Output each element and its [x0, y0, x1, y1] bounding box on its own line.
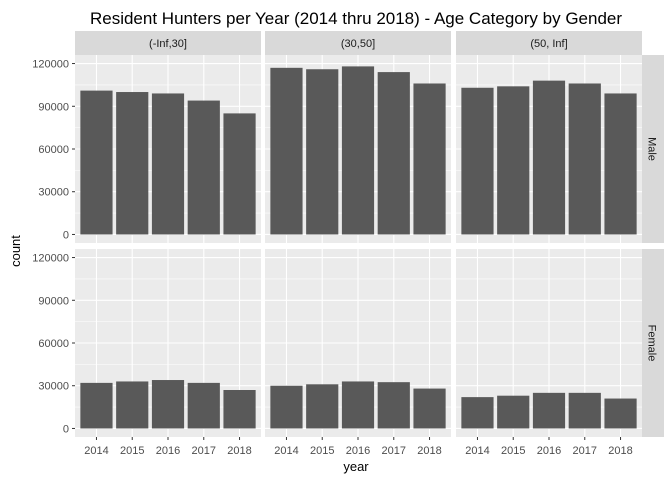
y-tick-label: 60000 [38, 338, 69, 350]
bar [116, 92, 149, 235]
facet-strip-row [641, 55, 664, 243]
x-tick-label: 2018 [227, 445, 251, 457]
bar [341, 66, 375, 235]
bar [306, 384, 339, 429]
y-tick-label: 90000 [38, 101, 69, 113]
x-tick-label: 2016 [156, 445, 180, 457]
y-tick-label: 120000 [32, 253, 69, 265]
bar [413, 388, 446, 429]
bar [80, 382, 113, 429]
bar [377, 72, 410, 235]
x-tick-label: 2014 [465, 445, 489, 457]
bar [413, 83, 446, 235]
bar [377, 382, 410, 429]
bar [306, 69, 339, 235]
x-tick-label: 2017 [382, 445, 406, 457]
x-tick-label: 2018 [608, 445, 632, 457]
facet-strip-label: (30,50] [341, 38, 375, 50]
y-axis-title: count [8, 235, 23, 267]
x-tick-label: 2016 [346, 445, 370, 457]
bar [151, 380, 185, 429]
bar [223, 113, 256, 235]
x-tick-label: 2015 [310, 445, 334, 457]
x-tick-label: 2017 [192, 445, 216, 457]
bar [497, 86, 530, 235]
bar [151, 93, 185, 235]
bar [461, 87, 494, 235]
bar [187, 100, 220, 235]
facet-strip-row [641, 249, 664, 437]
x-tick-label: 2015 [501, 445, 525, 457]
y-tick-label: 30000 [38, 381, 69, 393]
y-tick-label: 90000 [38, 295, 69, 307]
bar [270, 385, 303, 429]
bar [604, 93, 637, 235]
y-tick-label: 120000 [32, 59, 69, 71]
bar [568, 392, 601, 429]
y-tick-label: 0 [63, 229, 69, 241]
chart-title: Resident Hunters per Year (2014 thru 201… [90, 9, 622, 28]
bar [116, 381, 149, 429]
x-tick-label: 2014 [274, 445, 298, 457]
bar [532, 392, 566, 429]
bar [80, 90, 113, 235]
y-tick-label: 0 [63, 423, 69, 435]
facet-strip-column [75, 31, 261, 55]
facet-strip-label: Male [646, 137, 658, 161]
y-tick-label: 60000 [38, 144, 69, 156]
bar [223, 390, 256, 429]
bar [497, 395, 530, 429]
facet-strip-column [456, 31, 642, 55]
facet-strip-label: (50, Inf] [530, 38, 567, 50]
x-tick-label: 2018 [417, 445, 441, 457]
facet-strip-label: (-Inf,30] [149, 38, 187, 50]
facet-strip-column [265, 31, 451, 55]
bar [532, 80, 566, 235]
bar [187, 382, 220, 429]
y-tick-label: 30000 [38, 187, 69, 199]
bar [461, 397, 494, 429]
plot-area: (-Inf,30] (30,50] (50, Inf] Male Female 0 3000… [32, 31, 664, 457]
x-tick-label: 2014 [84, 445, 108, 457]
bar [604, 398, 637, 429]
x-tick-label: 2016 [537, 445, 561, 457]
x-tick-label: 2015 [120, 445, 144, 457]
x-tick-label: 2017 [573, 445, 597, 457]
bar [341, 381, 375, 429]
facet-strip-label: Female [646, 325, 658, 362]
bar [568, 83, 601, 235]
bar [270, 67, 303, 235]
x-axis-title: year [343, 459, 369, 474]
